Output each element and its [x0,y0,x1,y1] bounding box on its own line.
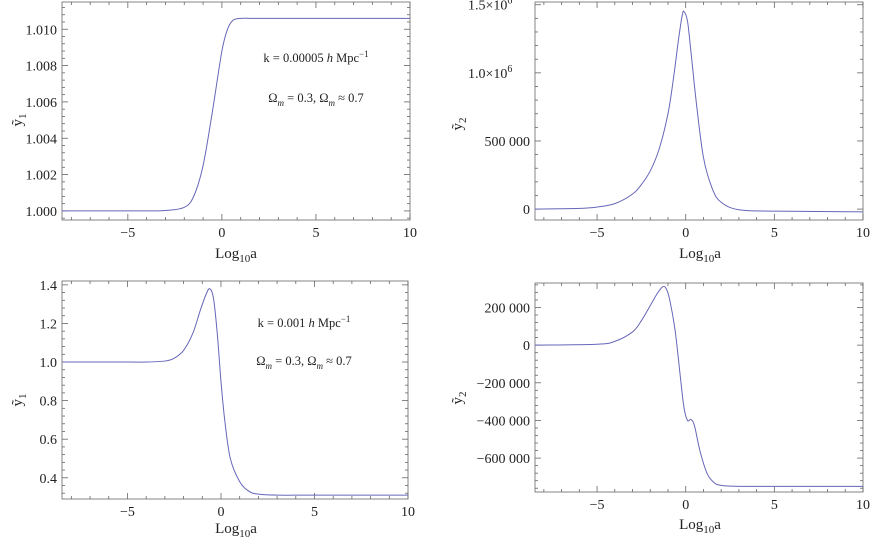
x-tick-label: 5 [771,498,778,513]
y-tick-exponent: 6 [507,0,512,7]
series-line [534,10,864,213]
annotation-k: k = 0.00005 h Mpc−1 [263,49,368,65]
tick-labels: −5 0 5 10 0.4 0.6 0.8 1.0 1.2 1.4 [40,279,416,520]
plot-frame [534,282,864,493]
y-tick-label: −400 000 [477,414,530,429]
x-tick-label: 0 [682,226,689,241]
tick-labels: −5 0 5 10 200 000 0 −200 000 −400 000 −600 000 [477,301,870,513]
annotation-omega: Ωm = 0.3, Ωm ≈ 0.7 [256,354,352,371]
x-axis-label: Log10a [215,246,257,265]
y-tick-label: 500 000 [485,135,531,150]
panel-bottom-left: −5 0 5 10 0.4 0.6 0.8 1.0 1.2 1.4 Log10a ỹ1 k = 0… [10,279,416,540]
y-tick-label: 0 [523,203,530,218]
panel-bottom-right: −5 0 5 10 200 000 0 −200 000 −400 000 −600 000 L… [450,282,870,536]
tick-labels: −5 0 5 10 0 500 000 1.0×106 1.5×106 [468,0,870,241]
tick-marks [62,2,411,220]
y-tick-label: 1.0×106 [468,64,512,82]
x-tick-label: 5 [771,226,778,241]
x-tick-label: −5 [120,505,135,520]
y-tick-label: 200 000 [485,301,531,316]
y-axis-label: ỹ1 [10,114,29,127]
plot-frame [534,1,864,221]
x-tick-label: 10 [856,226,870,241]
x-axis-label: Log10a [215,521,257,539]
y-tick-label: 1.002 [26,169,58,184]
x-tick-label: 10 [403,226,417,241]
y-tick-label: 1.0 [40,356,58,371]
tick-labels: −5 0 5 10 1.000 1.002 1.004 1.006 1.008 1.010 [26,23,418,241]
tick-marks [535,283,864,492]
x-axis-label: Log10a [679,517,721,536]
series-line [534,285,863,487]
x-tick-label: −5 [590,498,605,513]
plot-frame [61,1,411,221]
x-tick-label: 10 [401,505,415,520]
y-tick-label: 1.008 [26,60,58,75]
y-tick-label: 0.6 [40,433,58,448]
y-tick-label: 1.004 [26,132,58,147]
annotation-omega: Ωm = 0.3, Ωm ≈ 0.7 [268,91,364,108]
y-tick-label: 0.8 [40,395,58,410]
y-axis-label: ỹ2 [450,118,469,131]
y-tick-label: 1.010 [26,23,58,38]
x-tick-label: 0 [682,498,689,513]
x-tick-label: 0 [217,505,224,520]
y-tick-label: 1.2 [40,317,58,332]
annotation-k: k = 0.001 h Mpc−1 [258,314,351,330]
y-axis-label: ỹ2 [450,392,469,405]
plot-frame [61,280,409,500]
x-tick-label: 5 [312,226,319,241]
x-tick-label: 5 [311,505,318,520]
y-tick-label: 0 [523,339,530,354]
tick-marks [535,2,864,220]
series-line [61,17,410,212]
y-tick-label: 1.000 [26,205,58,220]
x-tick-label: −5 [120,226,135,241]
y-tick-label: −200 000 [477,377,530,392]
series-line [62,288,408,496]
y-tick-label: −600 000 [477,452,530,467]
panel-top-left: −5 0 5 10 1.000 1.002 1.004 1.006 1.008 1.010 Log… [10,1,418,265]
y-tick-label: 1.006 [26,96,58,111]
y-axis-label: ỹ1 [10,394,29,407]
x-tick-label: 0 [218,226,225,241]
y-tick-exponent: 6 [507,64,512,75]
x-axis-label: Log10a [679,246,721,265]
tick-marks [62,281,409,499]
panel-top-right: −5 0 5 10 0 500 000 1.0×106 1.5×106 Log10a ỹ2 [450,0,870,265]
y-tick-label: 0.4 [40,472,58,487]
x-tick-label: −5 [590,226,605,241]
y-tick-label: 1.4 [40,279,58,294]
y-tick-label: 1.5×106 [468,0,512,14]
x-tick-label: 10 [856,498,870,513]
